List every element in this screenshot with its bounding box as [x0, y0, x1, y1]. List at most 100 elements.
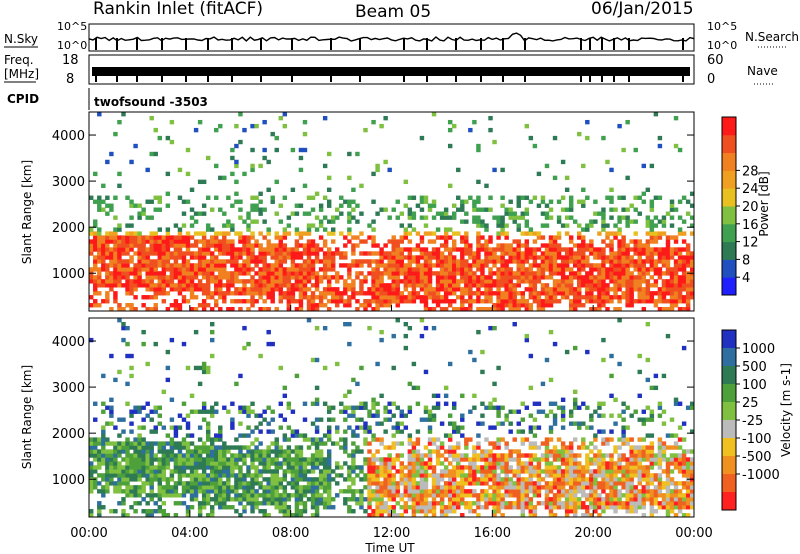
power-cell: [621, 275, 626, 280]
velocity-cell: [185, 513, 191, 518]
power-cell: [456, 287, 461, 292]
power-cell: [270, 131, 275, 137]
power-cell: [625, 271, 630, 276]
power-cell: [500, 255, 505, 260]
power-cell: [326, 199, 332, 204]
velocity-cell: [113, 473, 118, 478]
velocity-cell: [355, 497, 360, 502]
power-cell: [238, 231, 243, 236]
date-title: 06/Jan/2015: [591, 0, 694, 19]
power-cell: [605, 223, 610, 228]
velocity-cell: [205, 489, 211, 494]
velocity-cell: [133, 461, 138, 466]
velocity-cell: [189, 433, 195, 438]
power-cell: [625, 267, 630, 272]
velocity-cell: [117, 453, 122, 458]
power-cell: [564, 255, 570, 260]
power-cell: [282, 231, 288, 236]
velocity-cell: [153, 465, 158, 470]
velocity-cell: [492, 445, 497, 450]
colorbar-swatch: [722, 277, 736, 296]
power-cell: [306, 295, 312, 300]
power-cell: [560, 247, 566, 252]
velocity-cell: [383, 405, 388, 410]
velocity-cell: [419, 318, 425, 323]
power-cell: [201, 243, 207, 248]
power-cell: [601, 223, 606, 228]
power-cell: [625, 295, 630, 300]
velocity-cell: [169, 477, 175, 482]
power-cell: [617, 227, 622, 232]
power-cell: [185, 287, 191, 292]
power-cell: [593, 279, 598, 284]
velocity-cell: [395, 425, 400, 430]
velocity-cell: [105, 457, 110, 462]
power-cell: [169, 271, 175, 276]
power-cell: [512, 219, 517, 224]
velocity-cell: [314, 465, 320, 470]
velocity-cell: [524, 477, 530, 482]
power-cell: [508, 287, 513, 292]
velocity-cell: [218, 477, 223, 482]
power-cell: [443, 239, 449, 244]
power-cell: [121, 283, 126, 288]
velocity-cell: [411, 361, 417, 367]
power-cell: [528, 279, 534, 284]
velocity-cell: [581, 441, 586, 446]
power-cell: [488, 271, 493, 276]
power-cell: [93, 223, 98, 228]
velocity-cell: [407, 461, 413, 466]
velocity-cell: [500, 493, 505, 498]
power-cell: [266, 275, 271, 280]
power-cell: [133, 231, 138, 236]
velocity-cell: [125, 461, 130, 466]
power-cell: [452, 271, 457, 276]
power-cell: [347, 215, 352, 220]
velocity-cell: [153, 457, 158, 462]
power-cell: [105, 211, 110, 216]
velocity-cell: [540, 441, 546, 446]
velocity-cell: [322, 485, 328, 490]
power-cell: [564, 263, 570, 268]
velocity-cell: [310, 401, 316, 406]
velocity-cell: [214, 473, 219, 478]
velocity-cell: [165, 461, 171, 466]
velocity-cell: [367, 473, 372, 478]
velocity-cell: [548, 509, 554, 514]
power-cell: [105, 231, 110, 236]
power-cell: [633, 251, 638, 256]
power-cell: [593, 219, 598, 224]
velocity-cell: [161, 465, 167, 470]
power-cell: [210, 291, 215, 296]
velocity-cell: [439, 501, 445, 506]
velocity-cell: [310, 489, 316, 494]
velocity-cell: [274, 505, 279, 510]
power-cell: [177, 243, 183, 248]
power-cell: [250, 235, 255, 240]
power-cell: [681, 287, 687, 292]
velocity-cell: [181, 493, 187, 498]
power-cell: [314, 255, 320, 260]
power-cell: [439, 279, 445, 284]
velocity-cell: [278, 413, 283, 418]
velocity-cell: [568, 489, 574, 494]
power-cell: [625, 119, 630, 125]
power-cell: [689, 291, 695, 296]
velocity-cell: [573, 345, 578, 351]
velocity-cell: [242, 409, 247, 414]
velocity-cell: [383, 509, 388, 514]
power-cell: [484, 283, 489, 288]
velocity-cell: [318, 461, 324, 466]
velocity-cell: [117, 433, 122, 438]
power-cell: [476, 207, 481, 212]
power-cell: [157, 271, 162, 276]
velocity-cell: [359, 425, 364, 430]
velocity-cell: [197, 445, 203, 450]
power-cell: [149, 235, 154, 240]
power-cell: [500, 267, 505, 272]
velocity-cell: [415, 461, 421, 466]
velocity-cell: [564, 497, 570, 502]
velocity-cell: [234, 493, 239, 498]
power-cell: [508, 295, 513, 300]
velocity-cell: [520, 429, 525, 434]
